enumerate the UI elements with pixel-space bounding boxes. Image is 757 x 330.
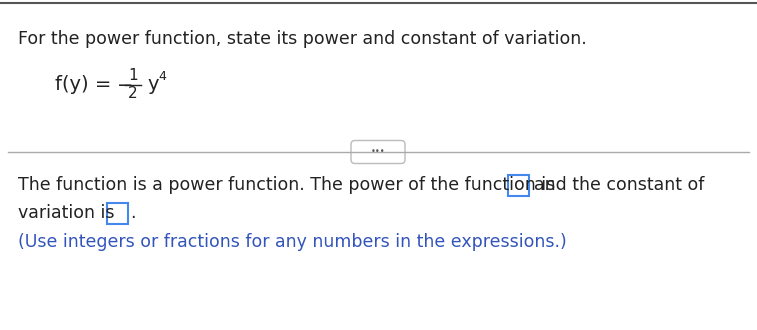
Text: f(y) =: f(y) = [55,76,117,94]
Text: .: . [130,204,136,222]
Text: (Use integers or fractions for any numbers in the expressions.): (Use integers or fractions for any numbe… [18,233,567,251]
Text: 4: 4 [158,70,166,82]
FancyBboxPatch shape [107,203,128,224]
Text: For the power function, state its power and constant of variation.: For the power function, state its power … [18,30,587,48]
Text: 1: 1 [128,69,138,83]
Text: variation is: variation is [18,204,114,222]
Text: 2: 2 [128,86,138,102]
Text: •••: ••• [371,147,385,156]
Text: The function is a power function. The power of the function is: The function is a power function. The po… [18,176,555,194]
FancyBboxPatch shape [508,175,529,196]
Text: y: y [147,76,158,94]
Text: −: − [117,76,133,94]
FancyBboxPatch shape [351,141,405,163]
Text: and the constant of: and the constant of [534,176,704,194]
